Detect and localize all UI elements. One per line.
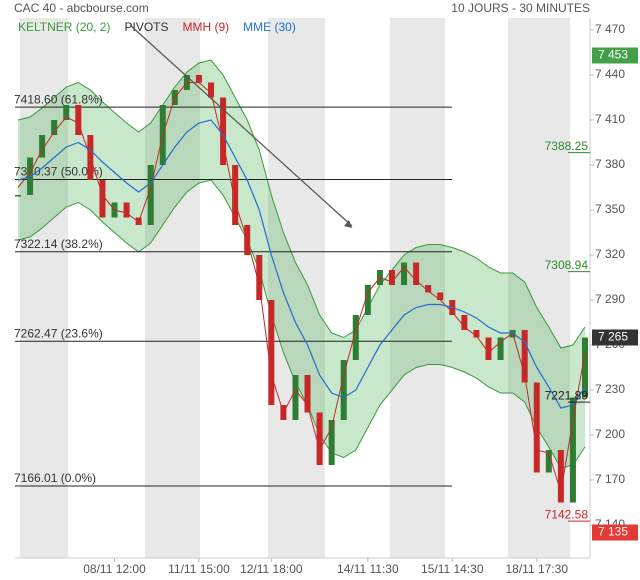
candle xyxy=(425,285,432,293)
candle xyxy=(63,105,70,120)
mmh-line xyxy=(17,82,586,493)
axis-marker-label: 7 453 xyxy=(598,48,628,62)
price-label: 7308.94 xyxy=(545,258,589,272)
y-tick-label: 7 380 xyxy=(595,157,625,171)
y-tick-label: 7 320 xyxy=(595,247,625,261)
candle xyxy=(328,420,335,465)
candle xyxy=(582,337,588,398)
candle xyxy=(304,375,311,413)
keltner-upper xyxy=(17,59,586,349)
keltner-lower xyxy=(17,179,586,469)
y-tick-label: 7 170 xyxy=(595,472,625,486)
candle xyxy=(39,135,46,158)
chart-subtitle: 10 JOURS - 30 MINUTES xyxy=(451,1,590,15)
candle xyxy=(545,450,552,473)
candle xyxy=(268,300,275,405)
candle xyxy=(123,202,130,218)
y-tick-label: 7 440 xyxy=(595,67,625,81)
fib-label: 7418.60 (61.8%) xyxy=(14,92,103,106)
candle xyxy=(51,120,58,135)
fib-label: 7370.37 (50.0%) xyxy=(14,165,103,179)
candle xyxy=(232,165,239,225)
candle xyxy=(473,330,480,338)
chart-title: CAC 40 - abcbourse.com xyxy=(14,1,149,15)
day-band xyxy=(20,18,68,558)
fib-label: 7262.47 (23.6%) xyxy=(14,326,103,340)
candle xyxy=(27,157,34,195)
y-tick-label: 7 410 xyxy=(595,112,625,126)
trend-arrow xyxy=(129,24,353,227)
x-tick-label: 15/11 14:30 xyxy=(421,562,484,576)
candle xyxy=(15,195,21,197)
candle xyxy=(316,412,323,465)
axis-marker-label: 7 265 xyxy=(598,330,628,344)
axis-marker xyxy=(592,47,638,64)
candle xyxy=(208,82,215,98)
candle xyxy=(413,262,420,285)
x-tick-label: 18/11 17:30 xyxy=(505,562,568,576)
x-tick-label: 12/11 18:00 xyxy=(240,562,303,576)
legend-entry: MME (30) xyxy=(243,20,296,34)
candle xyxy=(388,270,395,285)
x-tick-label: 14/11 11:30 xyxy=(337,562,399,576)
y-tick-label: 7 230 xyxy=(595,382,625,396)
arrow-head xyxy=(344,220,352,228)
day-band xyxy=(390,18,445,558)
candle xyxy=(557,450,564,503)
candle xyxy=(99,180,106,218)
candle xyxy=(569,397,576,503)
candle xyxy=(352,315,359,360)
x-tick-label: 11/11 15:00 xyxy=(168,562,230,576)
candle xyxy=(497,337,504,360)
mme-line xyxy=(17,119,586,409)
candle xyxy=(147,165,154,225)
x-tick-label: 08/11 12:00 xyxy=(83,562,146,576)
candle xyxy=(485,337,492,360)
axis-marker xyxy=(592,329,638,346)
candle xyxy=(220,97,227,165)
candle xyxy=(292,375,299,420)
legend-entry: KELTNER (20, 2) xyxy=(18,20,110,34)
legend-entry: MMH (9) xyxy=(183,20,230,34)
candle xyxy=(340,360,347,420)
price-label: 7142.58 xyxy=(545,507,589,521)
y-tick-label: 7 350 xyxy=(595,202,625,216)
candle xyxy=(533,382,540,473)
y-tick-label: 7 200 xyxy=(595,427,625,441)
fib-label: 7322.14 (38.2%) xyxy=(14,237,103,251)
candle xyxy=(364,285,371,315)
plot: KELTNER (20, 2) PIVOTS MMH (9) MME (30)7 14… xyxy=(14,20,625,576)
candle xyxy=(437,292,444,300)
day-band xyxy=(145,18,200,558)
candle xyxy=(521,330,528,383)
price-label: 7388.25 xyxy=(545,139,589,153)
candle xyxy=(256,255,263,300)
fib-label: 7166.01 (0.0%) xyxy=(14,471,96,485)
keltner-band xyxy=(18,60,585,468)
y-tick-label: 7 290 xyxy=(595,292,625,306)
price-label: 7221.89 xyxy=(545,388,589,402)
candle xyxy=(401,262,408,285)
y-tick-label: 7 470 xyxy=(595,22,625,36)
candle xyxy=(461,315,468,330)
axis-marker xyxy=(592,524,638,541)
axis-marker-label: 7 135 xyxy=(598,525,628,539)
day-band xyxy=(268,18,325,558)
candle xyxy=(75,105,82,135)
candle xyxy=(195,75,202,83)
legend-entry: PIVOTS xyxy=(124,20,168,34)
